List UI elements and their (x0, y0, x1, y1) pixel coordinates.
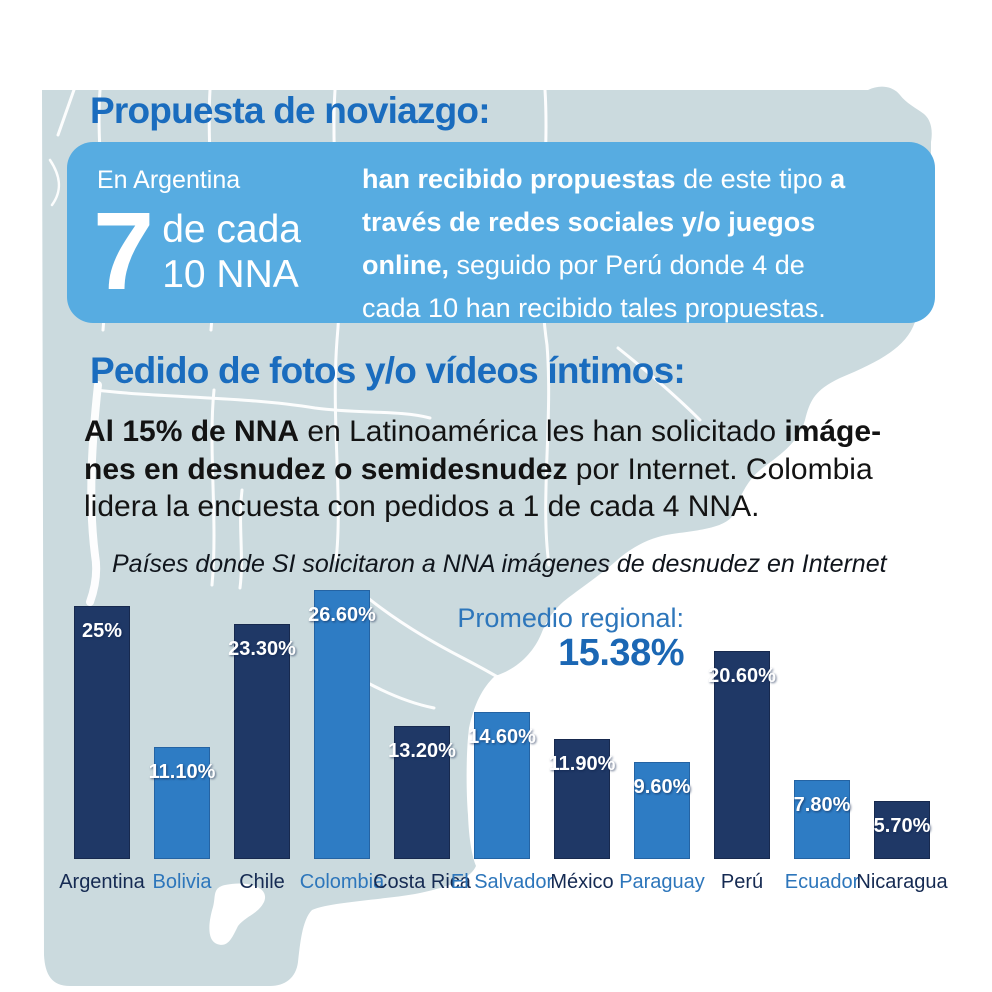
bar-peru: 20.60% (708, 651, 776, 859)
text-line: han recibido propuestas de este tipo a (362, 164, 846, 194)
chart-caption: Países donde SI solicitaron a NNA imágen… (112, 550, 887, 578)
bar-column-el-salvador: 14.60% El Salvador (451, 712, 553, 893)
country-label-costa-rica: Costa Rica (373, 871, 471, 893)
bar-el-salvador: 14.60% (468, 712, 536, 859)
bar-column-nicaragua: 5.70% Nicaragua (856, 801, 948, 893)
bar-value-paraguay: 9.60% (633, 776, 691, 798)
country-label-el-salvador: El Salvador (450, 871, 554, 893)
bar-value-mexico: 11.90% (548, 753, 616, 775)
map-border-lines (48, 85, 702, 710)
bar-costa-rica: 13.20% (388, 726, 456, 859)
country-label-bolivia: Bolivia (152, 871, 212, 893)
regional-average: Promedio regional: 15.38% (457, 603, 684, 675)
bar-column-peru: 20.60% Perú (708, 651, 776, 893)
bar-column-mexico: 11.90% México (549, 739, 615, 893)
bar-column-ecuador: 7.80% Ecuador (785, 780, 859, 893)
country-label-nicaragua: Nicaragua (856, 871, 948, 893)
stat-location: En Argentina (97, 166, 241, 194)
section-title-fotos: Pedido de fotos y/o vídeos íntimos: (90, 350, 686, 391)
country-bar-chart: 25% Argentina 11.10% Bolivia 23.30% Chile 26.6… (59, 590, 948, 893)
section-title-noviazgo: Propuesta de noviazgo: (90, 90, 491, 131)
bar-colombia: 26.60% (308, 590, 376, 859)
bar-nicaragua: 5.70% (874, 801, 930, 859)
text-line: nes en desnudez o semidesnudez por Inter… (84, 452, 873, 486)
bar-value-costa-rica: 13.20% (388, 740, 456, 762)
map-coast-notch (209, 883, 266, 945)
country-label-chile: Chile (239, 871, 285, 893)
bar-column-argentina: 25% Argentina (59, 606, 145, 893)
bar-column-paraguay: 9.60% Paraguay (619, 762, 705, 893)
bar-bolivia: 11.10% (149, 747, 215, 859)
text-line: cada 10 han recibido tales propuestas. (362, 293, 826, 323)
bar-ecuador: 7.80% (794, 780, 850, 859)
bar-argentina: 25% (74, 606, 130, 859)
country-label-ecuador: Ecuador (784, 871, 860, 893)
bar-value-colombia: 26.60% (308, 604, 376, 626)
bar-paraguay: 9.60% (634, 762, 690, 859)
bar-column-costa-rica: 13.20% Costa Rica (373, 726, 471, 893)
bar-column-colombia: 26.60% Colombia (300, 590, 384, 893)
bar-value-chile: 23.30% (228, 638, 296, 660)
bar-value-argentina: 25% (81, 620, 123, 642)
bar-column-chile: 23.30% Chile (228, 624, 296, 893)
text-line: Al 15% de NNA en Latinoamérica les han s… (84, 415, 882, 448)
stat-ratio-line1: de cada (162, 208, 301, 252)
stat-figure: 7 de cada 10 NNA (93, 190, 301, 313)
country-label-peru: Perú (720, 871, 764, 893)
stat-ratio: de cada 10 NNA (162, 207, 301, 297)
bar-value-bolivia: 11.10% (148, 761, 216, 783)
regional-average-label: Promedio regional: (457, 603, 684, 633)
text-line: lidera la encuesta con pedidos a 1 de ca… (84, 490, 760, 523)
fotos-paragraph: Al 15% de NNA en Latinoamérica les han s… (84, 413, 944, 526)
bar-chile: 23.30% (228, 624, 296, 859)
bar-column-bolivia: 11.10% Bolivia (149, 747, 215, 893)
country-label-colombia: Colombia (299, 871, 385, 893)
bar-value-ecuador: 7.80% (793, 794, 851, 816)
text-line: través de redes sociales y/o juegos (362, 207, 816, 237)
country-label-argentina: Argentina (59, 871, 145, 893)
country-label-mexico: México (550, 871, 614, 893)
bar-value-el-salvador: 14.60% (468, 726, 536, 748)
stat-ratio-line2: 10 NNA (162, 253, 299, 297)
bar-mexico: 11.90% (549, 739, 615, 859)
bar-value-nicaragua: 5.70% (873, 815, 931, 837)
argentina-stat-callout: En Argentina 7 de cada 10 NNA han recibi… (67, 142, 935, 323)
country-label-paraguay: Paraguay (619, 871, 705, 893)
bar-value-peru: 20.60% (708, 665, 776, 687)
stat-description: han recibido propuestas de este tipo a tr… (362, 158, 937, 330)
regional-average-value: 15.38% (558, 632, 684, 674)
stat-number: 7 (93, 190, 154, 313)
text-line: online, seguido por Perú donde 4 de (362, 250, 805, 280)
